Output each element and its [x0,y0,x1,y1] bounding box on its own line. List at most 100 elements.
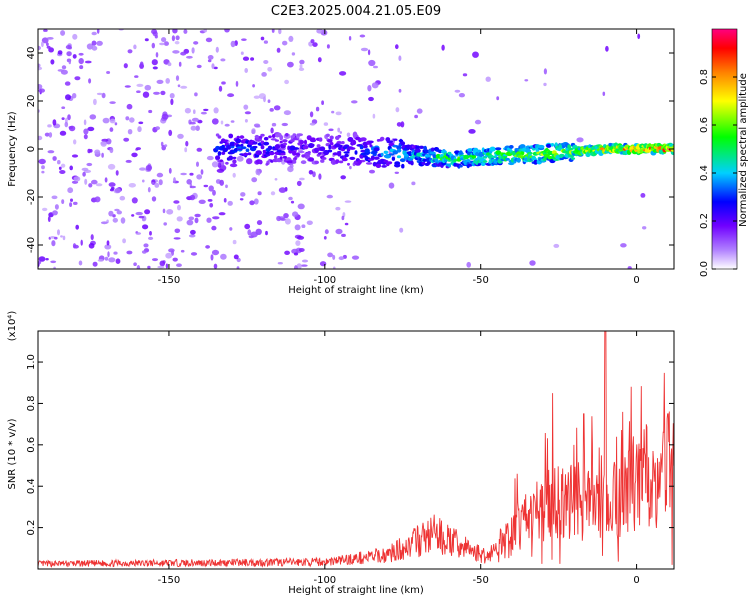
spectrum-speckle [289,164,294,168]
spectrum-ridge-cell [273,155,278,159]
spectrum-speckle [225,184,228,189]
spectrum-ridge-cell [263,141,270,146]
spectrum-ridge-cell [293,147,300,150]
spectrum-speckle [148,236,154,240]
spectrum-speckle [114,187,121,193]
spectrum-speckle [172,257,178,262]
spectrum-speckle [72,33,78,40]
spectrum-speckle [115,258,121,265]
snr-series-line [38,331,674,568]
spectrum-speckle [524,79,529,82]
spectrum-speckle [298,248,305,252]
spectrum-speckle [38,84,43,90]
spectrum-speckle [151,29,158,35]
spectrum-ridge-cell [232,159,237,164]
spectrum-speckle [246,158,253,165]
spectrum-speckle [193,109,196,114]
spectrum-speckle [218,212,226,216]
spectrum-speckle [298,67,305,72]
spectrum-ridge-cell [287,160,294,164]
spectrum-speckle [136,83,144,87]
spectrum-speckle [211,63,215,69]
spectrum-speckle [144,209,151,215]
spectrum-speckle [163,222,167,226]
spectrum-ridge-cell [357,159,362,165]
spectrum-speckle [300,264,308,267]
spectrum-speckle [116,210,123,215]
spectrum-speckle [174,41,180,45]
spectrum-speckle [142,91,150,98]
spectrum-ridge-cell [311,143,315,147]
spectrum-speckle [115,170,119,176]
spectrum-speckle [335,111,342,116]
spectrum-speckle [229,163,238,168]
spectrum-ridge-cell [270,138,277,141]
spectrum-speckle [151,181,155,185]
spectrum-speckle [344,200,352,203]
spectrum-speckle [176,263,182,268]
spectrum-speckle [294,155,298,160]
spectrum-speckle [127,129,133,135]
spectrum-speckle [172,50,180,54]
spectrum-ridge-cell [260,145,265,150]
spectrum-speckle [211,161,219,168]
spectrum-speckle [244,111,251,115]
spectrum-speckle [284,250,290,255]
spectrum-speckle [163,41,169,46]
spectrum-speckle [219,179,224,186]
spectrum-speckle [151,42,155,49]
spectrum-ridge-cell [239,135,245,139]
spectrum-speckle [326,194,333,199]
spectrum-speckle [186,219,194,226]
spectrum-speckle [47,216,51,222]
spectrum-speckle [244,68,248,73]
spectrum-ridge-cell [318,137,323,142]
spectrum-speckle [399,227,404,233]
colorbar-tick-label: 0.0 [699,261,710,277]
spectrum-ridge-cell [213,149,218,153]
spectrum-speckle [276,47,281,53]
spectrum-ridge-cell [282,139,288,143]
spectrum-speckle [296,180,302,187]
spectrum-speckle [284,218,291,225]
spectrum-speckle [196,161,199,167]
spectrum-speckle [211,249,220,256]
spectrum-ridge-cell [379,136,385,141]
spectrum-speckle [338,256,345,261]
spectrum-ridge-cell [338,160,344,164]
spectrum-ridge-cell [543,153,550,157]
spectrum-speckle [265,230,268,236]
spectrum-speckle [240,51,244,55]
spectrum-speckle [317,57,322,63]
spectrum-speckle [38,135,43,141]
spectrum-speckle [161,113,169,120]
spectrum-speckle [74,76,81,81]
spectrum-speckle [244,119,248,123]
spectrum-speckle [295,240,301,247]
spectrum-speckle [91,45,98,51]
spectrum-ridge-cell [354,150,358,155]
spectrum-speckle [267,99,271,103]
spectrum-speckle [395,44,399,50]
spectrum-speckle [308,170,314,175]
snr-ytick-label: 0.4 [26,478,37,494]
spectrum-speckle [642,226,647,230]
spectrum-speckle [172,29,178,34]
spectrum-ridge-cell [430,147,435,152]
spectrum-speckle [208,185,214,192]
chart-title: C2E3.2025.004.21.05.E09 [271,4,441,19]
spectrum-speckle [346,132,351,138]
colorbar-label: Normalized spectral amplitude [738,73,749,227]
spectrum-speckle [263,96,266,103]
spectrum-ridge-cell [252,141,258,145]
spectrum-speckle [69,202,73,208]
spectrum-ridge-cell [226,145,232,150]
spectrum-speckle [466,261,472,268]
spectrum-ridge-cell [267,145,273,151]
spectrum-speckle [351,100,358,104]
spectrum-speckle [253,123,261,128]
spectrum-speckle [38,66,43,71]
spectrogram-ylabel: Frequency (Hz) [7,111,18,187]
spectrum-ridge-cell [327,138,333,143]
